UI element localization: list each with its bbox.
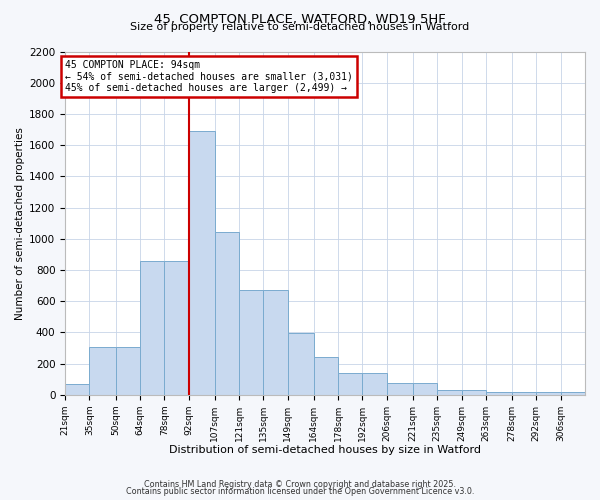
X-axis label: Distribution of semi-detached houses by size in Watford: Distribution of semi-detached houses by …	[169, 445, 481, 455]
Bar	[486, 392, 512, 394]
Bar	[512, 392, 536, 394]
Bar	[461, 390, 486, 394]
Bar	[215, 232, 239, 394]
Bar	[560, 392, 585, 394]
Bar	[536, 392, 560, 394]
Text: Contains HM Land Registry data © Crown copyright and database right 2025.: Contains HM Land Registry data © Crown c…	[144, 480, 456, 489]
Bar	[116, 347, 140, 395]
Bar	[437, 390, 461, 394]
Text: 45 COMPTON PLACE: 94sqm
← 54% of semi-detached houses are smaller (3,031)
45% of: 45 COMPTON PLACE: 94sqm ← 54% of semi-de…	[65, 60, 353, 94]
Y-axis label: Number of semi-detached properties: Number of semi-detached properties	[15, 126, 25, 320]
Bar	[188, 131, 215, 394]
Bar	[164, 262, 188, 394]
Bar	[287, 333, 314, 394]
Bar	[65, 384, 89, 394]
Bar	[387, 383, 413, 394]
Bar	[89, 347, 116, 395]
Bar	[314, 356, 338, 395]
Bar	[140, 262, 164, 394]
Text: 45, COMPTON PLACE, WATFORD, WD19 5HF: 45, COMPTON PLACE, WATFORD, WD19 5HF	[154, 12, 446, 26]
Bar	[239, 290, 263, 395]
Bar	[413, 383, 437, 394]
Bar	[338, 373, 362, 394]
Text: Contains public sector information licensed under the Open Government Licence v3: Contains public sector information licen…	[126, 488, 474, 496]
Bar	[362, 373, 387, 394]
Bar	[263, 290, 287, 395]
Text: Size of property relative to semi-detached houses in Watford: Size of property relative to semi-detach…	[130, 22, 470, 32]
